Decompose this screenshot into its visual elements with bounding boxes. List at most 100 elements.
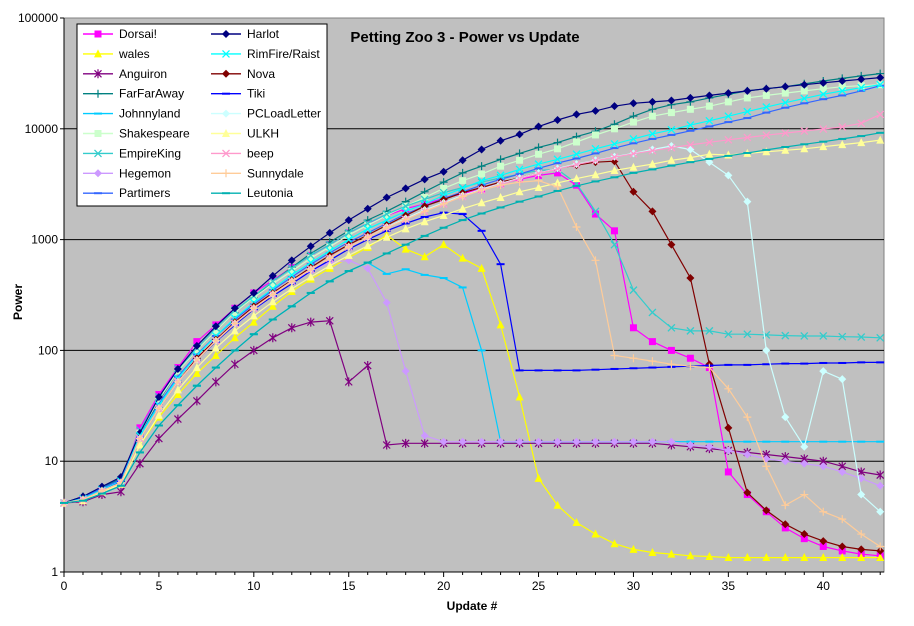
data-point [268, 290, 277, 299]
data-point [781, 457, 790, 466]
data-point [439, 191, 448, 200]
data-point [363, 241, 372, 250]
data-point [857, 545, 866, 554]
data-point [231, 308, 239, 316]
data-point [857, 490, 866, 499]
data-point [800, 535, 808, 543]
data-point [591, 210, 599, 218]
data-point [192, 363, 201, 372]
data-point [154, 410, 163, 419]
data-point [876, 73, 885, 82]
data-point [667, 109, 675, 117]
data-point [667, 240, 676, 249]
data-point [515, 178, 524, 187]
data-point [382, 298, 391, 307]
data-point [724, 446, 733, 455]
legend-item: PCLoadLetter [211, 107, 321, 121]
data-point [705, 91, 714, 100]
data-point [857, 75, 866, 84]
data-point [800, 80, 809, 89]
data-point [610, 153, 619, 162]
data-point [838, 542, 847, 551]
data-point [819, 462, 828, 471]
x-tick-label: 30 [627, 579, 641, 593]
chart-title: Petting Zoo 3 - Power vs Update [350, 29, 579, 46]
data-point [364, 221, 372, 229]
data-point [648, 97, 657, 106]
data-point [154, 434, 163, 444]
data-point [762, 553, 771, 562]
data-point [610, 227, 618, 235]
data-point [800, 442, 809, 451]
x-axis-title: Update # [447, 599, 498, 613]
series-line [63, 160, 881, 552]
data-point [705, 116, 714, 125]
data-point [819, 85, 827, 93]
data-point [306, 272, 315, 281]
data-point [420, 217, 429, 226]
data-point [496, 437, 505, 446]
data-point [173, 389, 182, 398]
data-point [192, 341, 201, 350]
data-point [857, 333, 866, 341]
data-point [838, 140, 847, 149]
data-point [629, 187, 638, 196]
data-point [800, 144, 809, 153]
data-point [306, 265, 315, 274]
data-point [515, 149, 524, 158]
legend-label: Shakespeare [119, 127, 190, 141]
data-point [572, 110, 581, 119]
data-point [173, 364, 182, 373]
legend-label: Nova [247, 67, 275, 81]
data-point [287, 284, 296, 293]
data-point [838, 86, 847, 95]
data-point [686, 362, 695, 371]
legend-label: EmpireKing [119, 146, 181, 160]
data-point [857, 119, 866, 128]
legend-swatch-marker [94, 169, 102, 178]
data-point [686, 153, 695, 162]
data-point [648, 338, 656, 346]
data-point [686, 121, 695, 130]
data-point [515, 130, 524, 139]
data-point [705, 442, 714, 451]
data-point [382, 223, 391, 232]
data-point [686, 140, 695, 149]
data-point [686, 105, 694, 113]
y-tick-label: 1000 [31, 233, 58, 247]
legend-label: Partimers [119, 186, 170, 200]
legend-label: PCLoadLetter [247, 107, 321, 121]
data-point [705, 158, 714, 167]
data-point [857, 138, 866, 147]
data-point [553, 182, 562, 191]
legend-swatch-marker [222, 49, 230, 58]
data-point [724, 171, 733, 180]
data-point [743, 94, 751, 102]
data-point [534, 160, 543, 169]
y-axis-title: Power [11, 284, 25, 320]
legend-item: Sunnydale [211, 166, 304, 180]
data-point [781, 145, 790, 154]
data-point [591, 131, 599, 139]
y-tick-label: 100000 [18, 11, 58, 25]
data-point [572, 222, 581, 231]
data-point [135, 434, 144, 443]
legend: Dorsai! wales Anguiron FarFarAway Johnnyland… [76, 23, 328, 207]
legend-label: Anguiron [119, 67, 167, 81]
data-point [439, 211, 448, 220]
legend-item: Anguiron [83, 67, 167, 81]
data-point [743, 413, 752, 422]
data-point [876, 333, 885, 342]
data-point [230, 333, 239, 342]
data-point [306, 242, 315, 251]
data-point [211, 343, 220, 352]
data-point [762, 103, 771, 112]
data-point [591, 207, 600, 216]
legend-label: FarFarAway [119, 87, 184, 101]
data-point [743, 107, 752, 116]
x-tick-label: 40 [817, 579, 831, 593]
data-point [439, 167, 448, 176]
data-point [136, 459, 144, 469]
data-point [648, 146, 657, 155]
data-point [534, 473, 543, 482]
